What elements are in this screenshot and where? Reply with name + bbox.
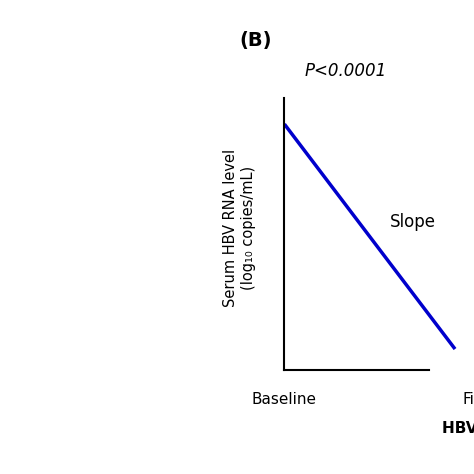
Text: Serum HBV RNA level
(log₁₀ copies/mL): Serum HBV RNA level (log₁₀ copies/mL)	[223, 148, 255, 307]
Text: P<0.0001: P<0.0001	[305, 62, 387, 80]
Text: Firs: Firs	[463, 392, 474, 408]
Text: HBV DN: HBV DN	[442, 421, 474, 436]
Text: Slope: Slope	[390, 213, 436, 231]
Text: Baseline: Baseline	[252, 392, 317, 408]
Text: (B): (B)	[239, 31, 272, 50]
